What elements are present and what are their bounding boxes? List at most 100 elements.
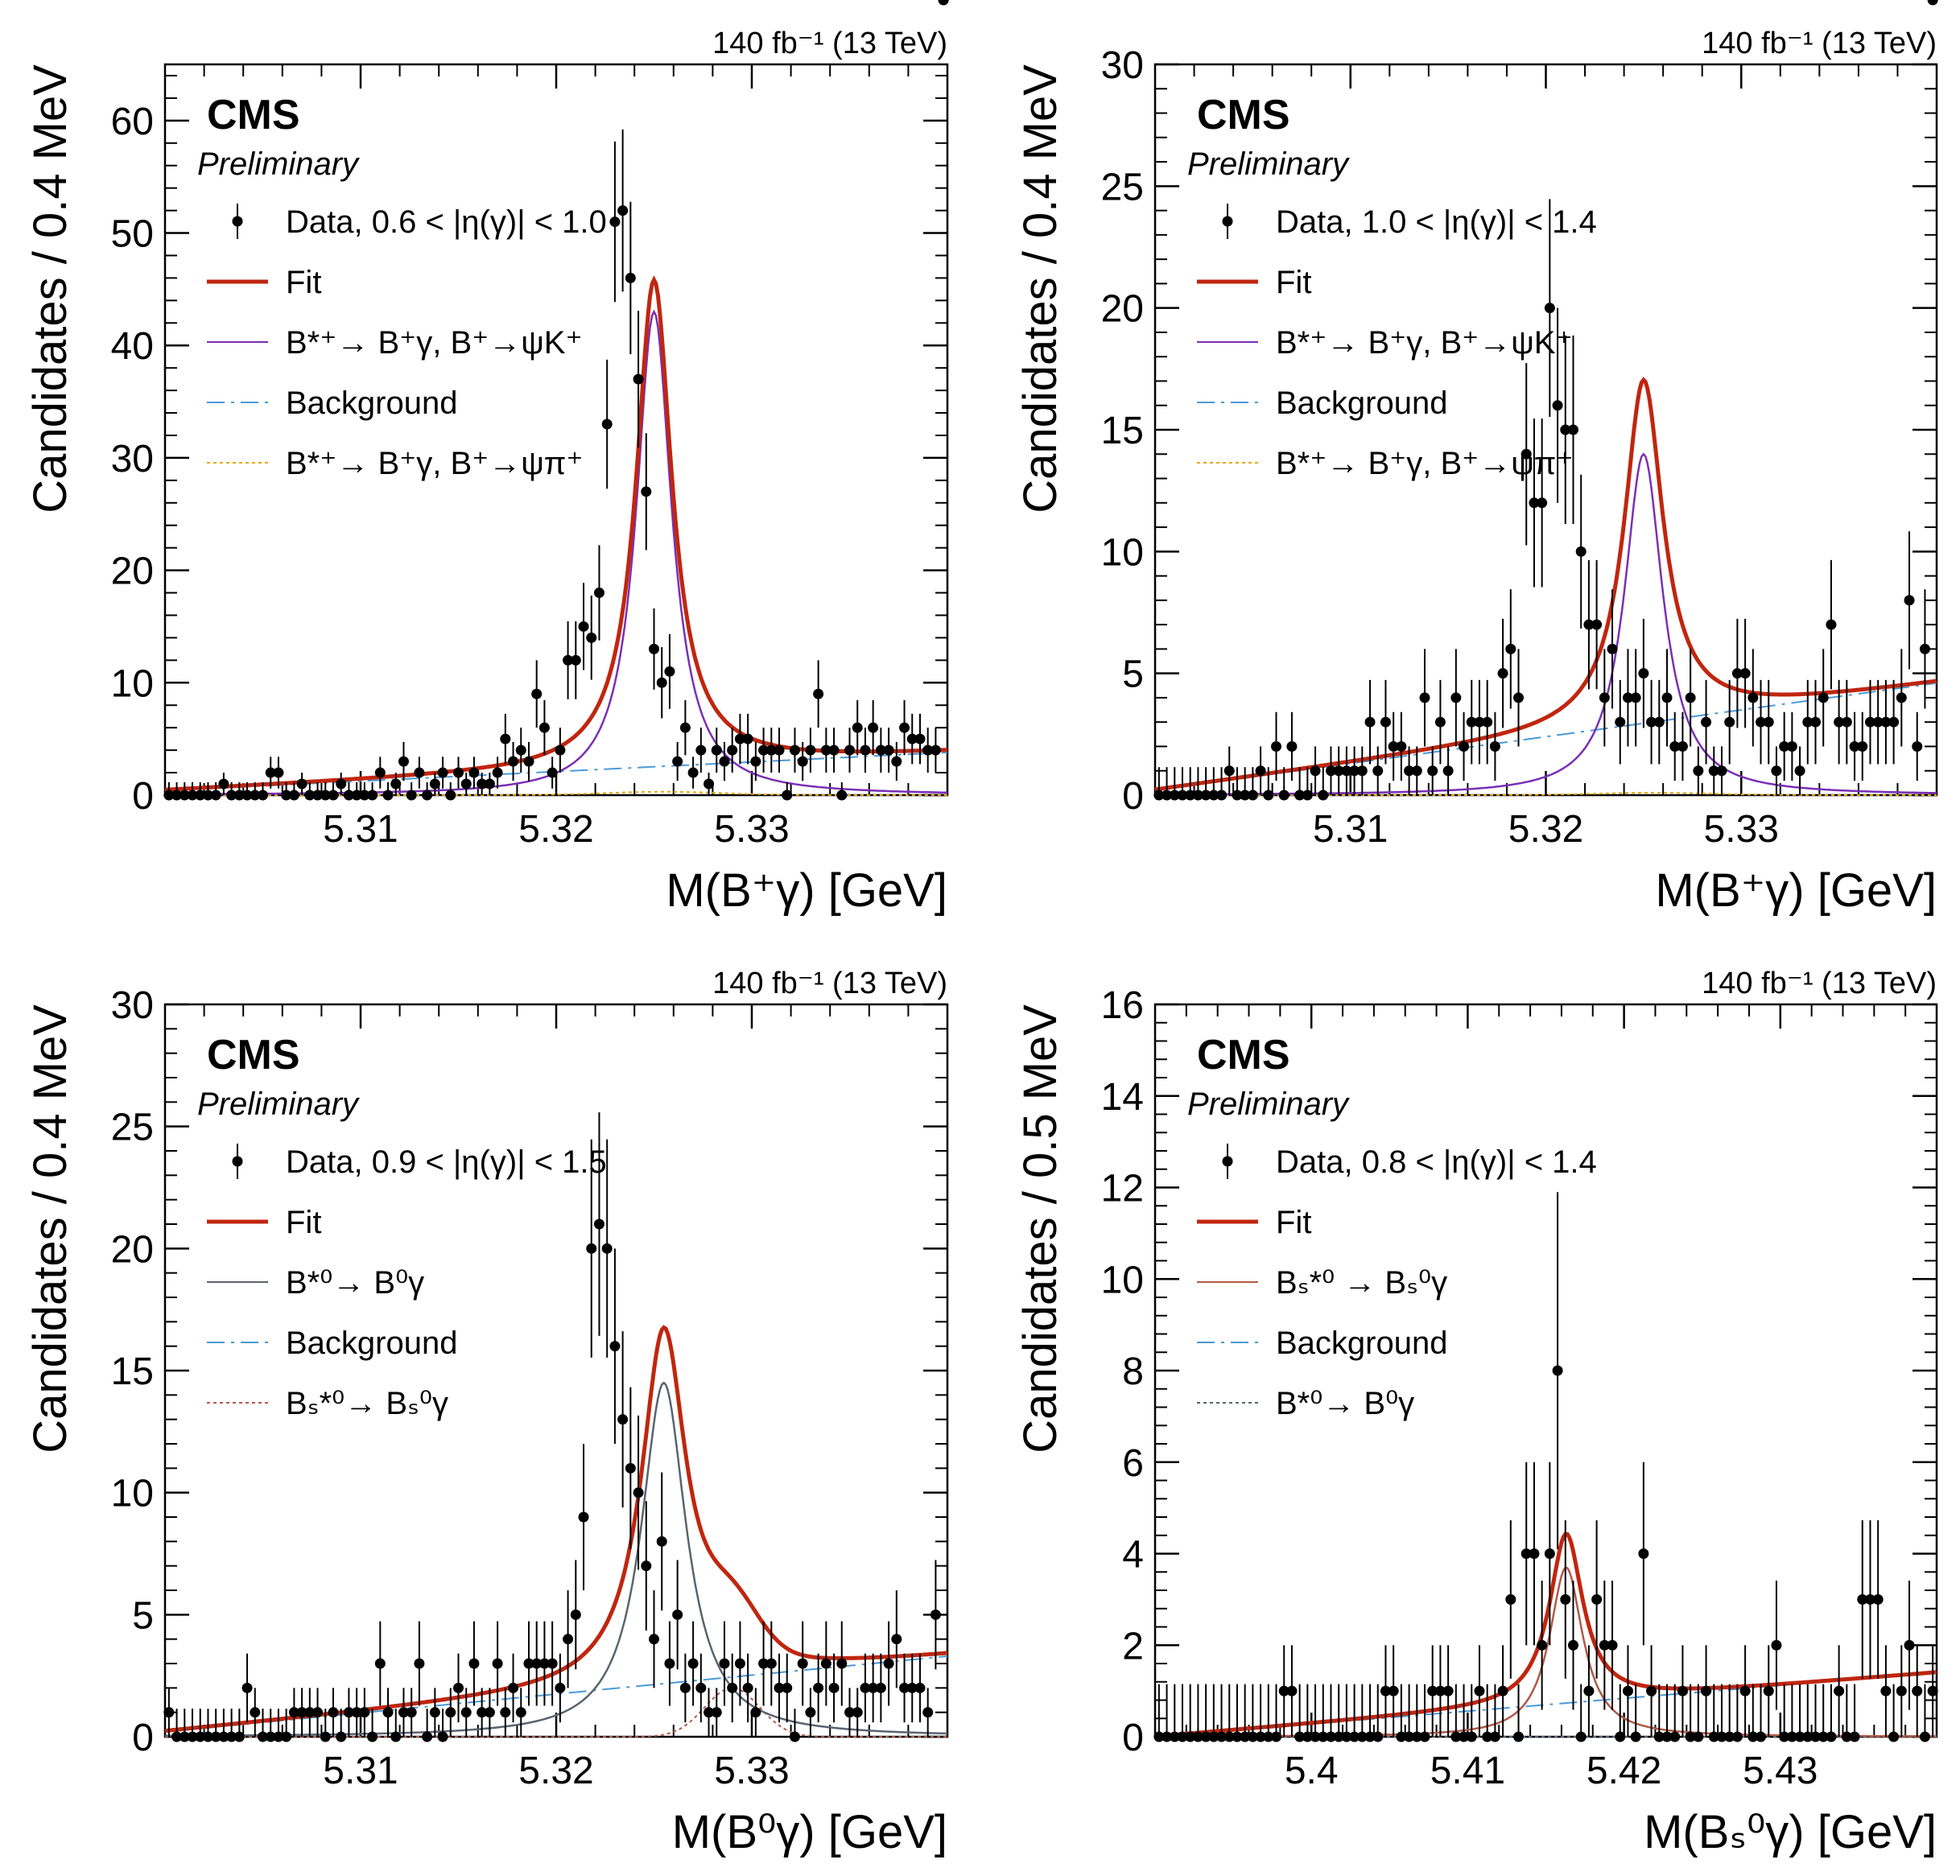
x-tick-label: 5.4 — [1285, 1750, 1339, 1792]
y-tick-label: 14 — [1101, 1076, 1144, 1119]
data-point — [1919, 643, 1930, 654]
data-point — [515, 1707, 526, 1718]
data-point — [1802, 1731, 1814, 1742]
data-point — [1607, 1639, 1618, 1651]
data-point — [1185, 790, 1196, 801]
data-point — [1349, 765, 1360, 777]
data-point — [1857, 740, 1868, 752]
legend-label: B*⁺→ B⁺γ, B⁺→ψπ⁺ — [1276, 446, 1574, 481]
legend-data-marker — [232, 1156, 243, 1167]
data-point — [171, 1731, 183, 1742]
data-point — [500, 1707, 511, 1718]
data-point — [336, 1731, 347, 1742]
data-point — [523, 1658, 534, 1669]
data-point — [1349, 1731, 1360, 1742]
data-point — [1927, 0, 1938, 6]
y-tick-label: 30 — [1101, 44, 1144, 87]
data-point — [1739, 1685, 1751, 1697]
data-point — [1310, 765, 1321, 777]
data-point — [1466, 1731, 1477, 1742]
data-point — [422, 790, 433, 801]
data-point — [515, 744, 526, 756]
lumi-label: 140 fb⁻¹ (13 TeV) — [712, 27, 947, 60]
data-point — [1826, 619, 1837, 630]
data-point — [1459, 740, 1470, 752]
data-point — [875, 744, 886, 756]
data-point — [1529, 497, 1540, 509]
data-point — [1459, 1731, 1470, 1742]
data-point — [828, 744, 840, 756]
data-point — [805, 1707, 816, 1718]
data-point — [437, 1731, 448, 1742]
y-tick-label: 25 — [111, 1107, 154, 1149]
data-point — [1669, 1731, 1681, 1742]
data-point — [1169, 1731, 1180, 1742]
y-tick-label: 50 — [111, 213, 154, 256]
data-point — [1583, 1685, 1595, 1697]
data-point — [359, 790, 370, 801]
y-tick-label: 40 — [111, 325, 154, 368]
y-tick-label: 15 — [1101, 410, 1144, 452]
data-point — [1661, 1731, 1673, 1742]
data-point — [820, 1658, 831, 1669]
data-point — [672, 756, 683, 767]
data-point — [1864, 716, 1875, 728]
data-point — [265, 1731, 276, 1742]
data-point — [1779, 1731, 1790, 1742]
data-point — [1575, 546, 1587, 557]
data-point — [1200, 790, 1211, 801]
data-point — [1325, 1731, 1336, 1742]
data-point — [1489, 1731, 1500, 1742]
data-point — [906, 733, 918, 744]
data-point — [281, 1731, 292, 1742]
x-tick-label: 5.32 — [518, 1750, 593, 1792]
data-point — [1223, 765, 1235, 777]
data-point — [1513, 1731, 1525, 1742]
data-point — [202, 790, 213, 801]
y-tick-label: 12 — [1101, 1168, 1144, 1210]
data-point — [273, 767, 284, 778]
data-point — [1794, 765, 1805, 777]
data-point — [836, 1658, 848, 1669]
x-axis-title: M(B⁺γ) [GeV] — [1655, 864, 1937, 917]
data-point — [1708, 1731, 1719, 1742]
data-point — [1763, 1685, 1774, 1697]
data-point — [914, 1682, 926, 1693]
data-point — [774, 744, 785, 756]
data-point — [1872, 716, 1884, 728]
secondary-component-curve — [165, 1687, 947, 1738]
data-point — [1450, 692, 1462, 703]
data-point — [570, 1609, 581, 1620]
data-point — [1622, 692, 1633, 703]
data-point — [844, 744, 855, 756]
data-point — [1232, 790, 1243, 801]
data-point — [281, 790, 292, 801]
x-tick-label: 5.33 — [714, 808, 789, 851]
y-tick-label: 30 — [111, 984, 154, 1027]
experiment-label: CMS — [207, 1032, 300, 1078]
lumi-label: 140 fb⁻¹ (13 TeV) — [712, 967, 947, 1000]
data-point — [233, 790, 245, 801]
data-point — [1404, 765, 1415, 777]
data-point — [1896, 692, 1907, 703]
data-point — [1818, 692, 1829, 703]
data-point — [1162, 790, 1173, 801]
x-tick-label: 5.43 — [1743, 1750, 1818, 1792]
legend-label: Bₛ*⁰→ Bₛ⁰γ — [286, 1386, 448, 1421]
data-point — [1927, 1685, 1938, 1697]
data-point — [1591, 1594, 1603, 1605]
data-point — [1716, 1731, 1727, 1742]
data-point — [649, 1634, 659, 1645]
data-point — [1521, 448, 1532, 460]
y-tick-label: 2 — [1122, 1625, 1144, 1668]
data-point — [1904, 595, 1915, 606]
data-point — [1263, 790, 1274, 801]
data-point — [1302, 790, 1313, 801]
data-point — [1482, 1731, 1493, 1742]
status-label: Preliminary — [1187, 1086, 1351, 1122]
chart-panel-1: 140 fb⁻¹ (13 TeV) 0 10 20 30 40 50 60 5.31 5.32 5.… — [24, 0, 949, 917]
signal-curve — [1155, 1566, 1937, 1738]
data-point — [1208, 1731, 1219, 1742]
chart-panel-4: 140 fb⁻¹ (13 TeV) 0 2 4 6 8 10 12 14 16 5.4 5.41 5.4… — [1014, 967, 1938, 1858]
data-point — [1466, 716, 1477, 728]
